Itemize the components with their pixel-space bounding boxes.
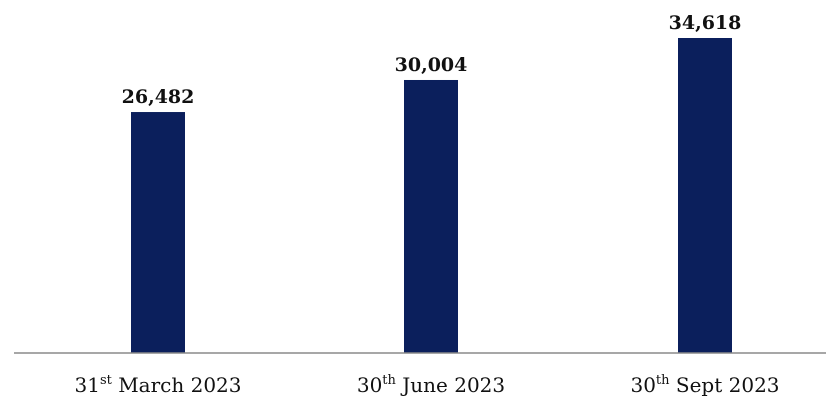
category-label-day: 30 — [357, 373, 382, 397]
category-label-month-year: March 2023 — [112, 373, 242, 397]
bars-group — [131, 38, 732, 354]
category-label-1: 31st March 2023 — [74, 373, 241, 397]
category-label-day: 30 — [630, 373, 655, 397]
bar-value-label-1: 26,482 — [122, 86, 195, 108]
bar-value-label-3: 34,618 — [669, 12, 742, 34]
category-label-ordinal-suffix: st — [100, 373, 113, 388]
category-labels-group: 31st March 2023 30th June 2023 30th Sept 2… — [74, 373, 779, 397]
bar-value-label-2: 30,004 — [395, 54, 468, 76]
bar-1 — [131, 112, 185, 353]
category-label-3: 30th Sept 2023 — [630, 373, 779, 397]
category-label-month-year: Sept 2023 — [670, 373, 780, 397]
category-label-ordinal-suffix: th — [382, 373, 396, 388]
category-label-ordinal-suffix: th — [656, 373, 670, 388]
value-labels-group: 26,482 30,004 34,618 — [122, 12, 742, 108]
category-label-day: 31 — [74, 373, 99, 397]
bar-3 — [678, 38, 732, 353]
category-label-2: 30th June 2023 — [357, 373, 505, 397]
category-label-month-year: June 2023 — [396, 373, 505, 397]
bar-2 — [404, 79, 458, 354]
